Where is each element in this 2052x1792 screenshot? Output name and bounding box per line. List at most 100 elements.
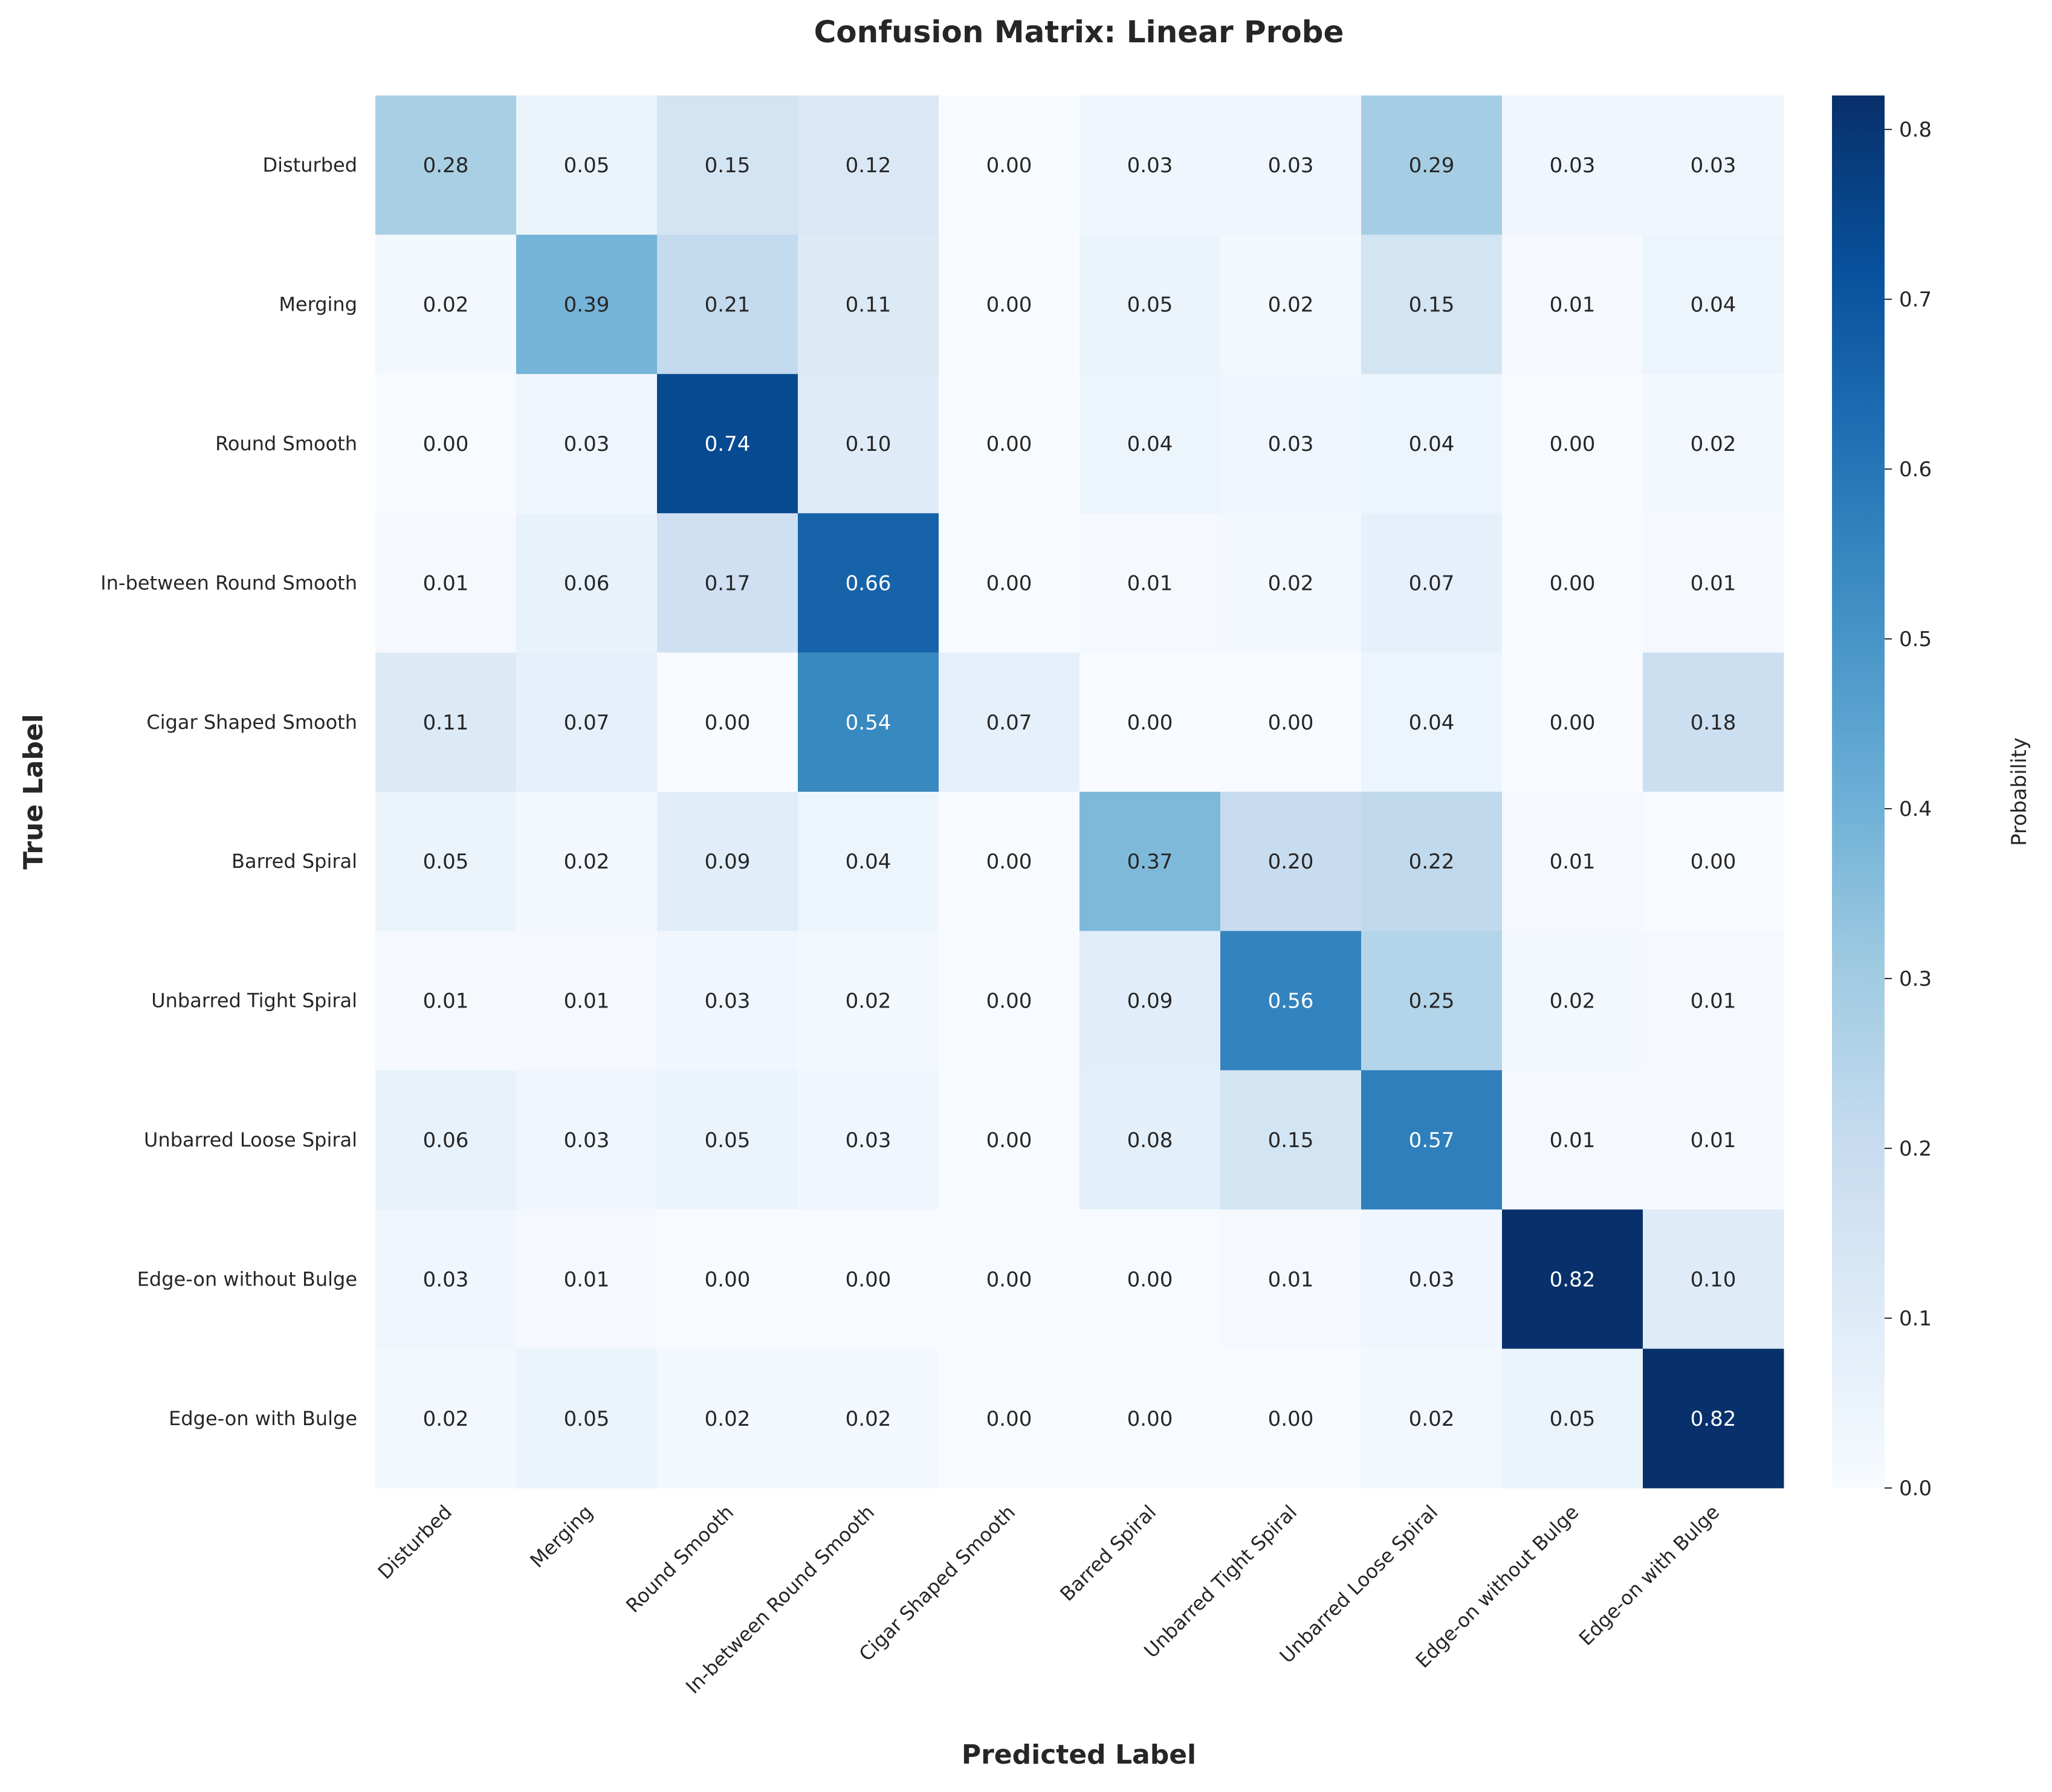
heatmap-cell [939,235,1080,375]
cell-value-label: 0.03 [423,1267,469,1292]
cell-value-label: 0.00 [705,711,751,735]
heatmap-cell [1220,1348,1362,1489]
heatmap-cell [516,652,658,792]
heatmap-cell [375,1209,517,1350]
heatmap-cell [939,792,1080,931]
heatmap-cell [798,1209,939,1350]
heatmap-cell [657,1209,798,1350]
heatmap-cell [1220,374,1362,514]
heatmap-cell [657,95,798,235]
cell-value-label: 0.25 [1409,989,1455,1014]
x-tick-label: Cigar Shaped Smooth [855,1501,1020,1666]
heatmap-cell [657,931,798,1071]
heatmap-cell [657,235,798,375]
heatmap-cell [375,95,517,235]
y-tick-label: Barred Spiral [231,850,357,873]
heatmap-cell [1220,95,1362,235]
cell-value-label: 0.22 [1409,850,1455,874]
colorbar [1832,95,1885,1488]
cell-value-label: 0.01 [1127,571,1173,595]
cell-value-label: 0.66 [846,571,892,595]
heatmap-cell [1361,931,1503,1071]
cell-value-label: 0.08 [1127,1128,1173,1153]
colorbar-tick-label: 0.7 [1899,288,1932,312]
x-tick-label: Disturbed [374,1501,457,1584]
cell-value-label: 0.18 [1691,711,1736,735]
heatmap-cell [1220,513,1362,653]
y-tick-label: Cigar Shaped Smooth [146,711,357,734]
cell-value-label: 0.05 [564,154,610,178]
cell-value-label: 0.00 [986,850,1032,874]
colorbar-ticks: 0.0 0.1 0.2 0.3 0.4 0.5 0.6 0.7 0.8 [1885,118,1932,1501]
heatmap-cell [516,792,658,931]
heatmap-cell [375,235,517,375]
cell-value-label: 0.02 [1691,432,1736,456]
y-tick-label: In-between Round Smooth [100,571,357,594]
heatmap-cell [375,1070,517,1210]
x-tick-label: Unbarred Tight Spiral [1139,1501,1301,1663]
x-tick-label: Edge-on with Bulge [1575,1501,1724,1650]
cell-value-label: 0.00 [1550,571,1596,595]
colorbar-label: Probability [2007,737,2031,846]
heatmap-cell [516,1348,658,1489]
cell-value-label: 0.01 [1691,571,1736,595]
cell-value-label: 0.01 [1550,293,1596,317]
heatmap-cell [939,652,1080,792]
cell-value-label: 0.01 [1550,1128,1596,1153]
cell-value-label: 0.00 [1127,1407,1173,1431]
cell-value-label: 0.82 [1691,1407,1736,1431]
cell-value-label: 0.03 [1268,432,1314,456]
heatmap-cell [1502,792,1643,931]
cell-value-label: 0.04 [1127,432,1173,456]
cell-value-label: 0.02 [1268,293,1314,317]
heatmap-cell [939,1070,1080,1210]
x-tick-label: Unbarred Loose Spiral [1275,1501,1442,1667]
heatmap-cell [1502,374,1643,514]
heatmap-cell [1643,374,1784,514]
cell-value-label: 0.02 [846,1407,892,1431]
cell-value-label: 0.00 [1550,432,1596,456]
cell-value-label: 0.15 [1268,1128,1314,1153]
heatmap-cell [1643,792,1784,931]
y-tick-label: Edge-on without Bulge [137,1267,357,1290]
cell-value-label: 0.02 [423,293,469,317]
cell-value-label: 0.07 [986,711,1032,735]
heatmap-cell [798,374,939,514]
heatmap-cell [1502,652,1643,792]
cell-value-label: 0.01 [1691,989,1736,1014]
cell-value-label: 0.01 [564,1267,610,1292]
heatmap-cell [798,1070,939,1210]
cell-value-label: 0.01 [423,571,469,595]
cell-value-label: 0.05 [423,850,469,874]
colorbar-tick-label: 0.0 [1899,1477,1932,1501]
cell-value-label: 0.06 [564,571,610,595]
heatmap-cell [1643,652,1784,792]
heatmap-cell [1220,1209,1362,1350]
heatmap-cell [1361,95,1503,235]
cell-value-label: 0.00 [1691,850,1736,874]
heatmap-cell [1361,235,1503,375]
heatmap-cell [657,1070,798,1210]
cell-value-label: 0.07 [1409,571,1455,595]
cell-value-label: 0.02 [1550,989,1596,1014]
cell-value-label: 0.00 [423,432,469,456]
heatmap-cell [939,513,1080,653]
cell-value-label: 0.12 [846,154,892,178]
cell-value-label: 0.00 [1127,711,1173,735]
heatmap-cell [798,95,939,235]
cell-value-label: 0.03 [564,1128,610,1153]
heatmap-cell [1502,1348,1643,1489]
y-tick-label: Edge-on with Bulge [169,1407,357,1430]
cell-value-label: 0.00 [986,1267,1032,1292]
cell-value-label: 0.01 [423,989,469,1014]
cell-value-label: 0.20 [1268,850,1314,874]
heatmap-cell [1361,513,1503,653]
heatmap-cell [1079,652,1221,792]
cell-value-label: 0.00 [986,293,1032,317]
heatmap-cell [1079,513,1221,653]
heatmap-cell [939,374,1080,514]
heatmap-cell [1502,931,1643,1071]
heatmap-cell [1502,235,1643,375]
cell-value-label: 0.10 [1691,1267,1736,1292]
